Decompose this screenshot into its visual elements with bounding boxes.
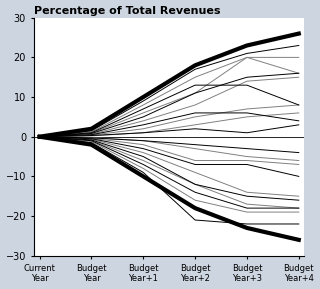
Text: Percentage of Total Revenues: Percentage of Total Revenues	[34, 5, 221, 16]
